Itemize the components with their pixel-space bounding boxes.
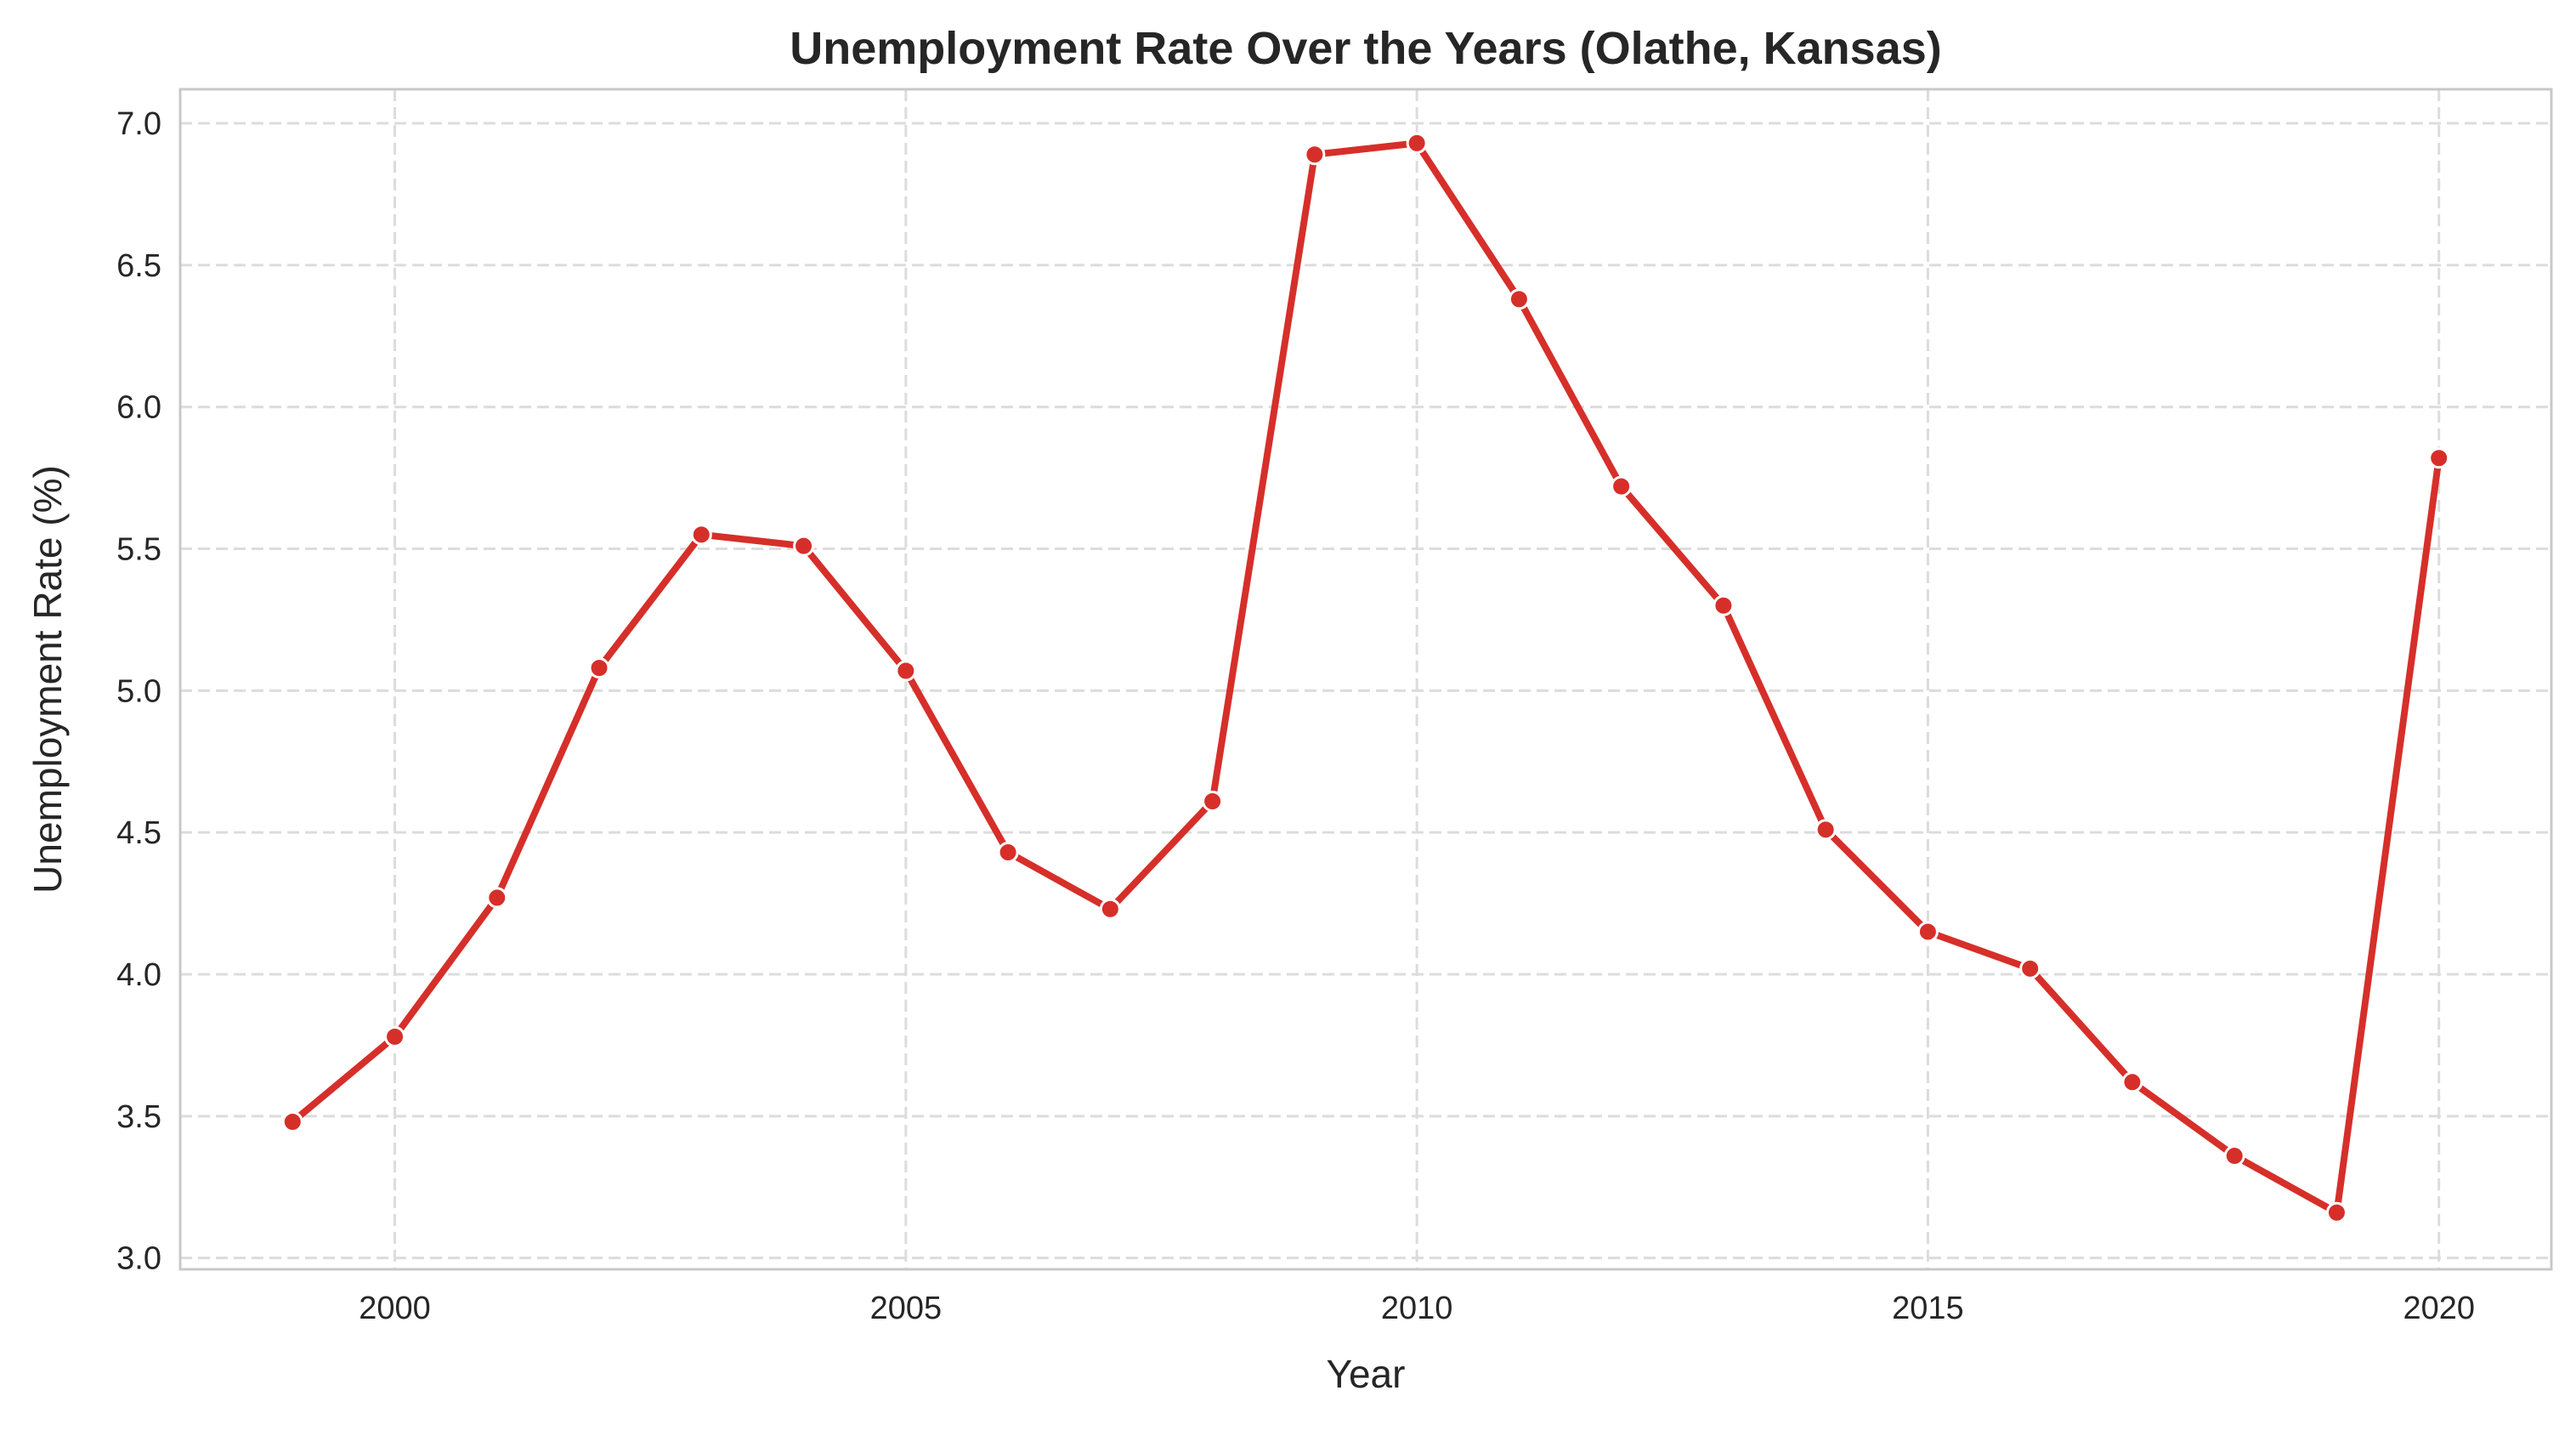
x-tick-label: 2005 bbox=[870, 1291, 943, 1326]
y-axis-ticks: 3.0 3.5 4.0 4.5 5.0 5.5 6.0 6.5 7.0 bbox=[116, 106, 161, 1277]
grid bbox=[180, 89, 2551, 1269]
y-tick-label: 3.5 bbox=[116, 1099, 161, 1135]
data-point bbox=[2223, 1145, 2245, 1167]
x-tick-label: 2010 bbox=[1381, 1291, 1453, 1326]
data-point bbox=[1099, 898, 1121, 920]
data-point bbox=[2428, 447, 2450, 469]
data-points bbox=[281, 132, 2450, 1223]
x-tick-label: 2020 bbox=[2403, 1291, 2475, 1326]
data-point bbox=[2325, 1201, 2347, 1223]
data-point bbox=[2019, 957, 2041, 979]
data-point bbox=[588, 657, 610, 679]
data-point bbox=[1508, 288, 1530, 310]
data-point bbox=[1713, 594, 1735, 616]
data-point bbox=[1202, 790, 1224, 812]
data-point bbox=[281, 1111, 303, 1132]
data-point bbox=[997, 842, 1019, 864]
y-tick-label: 6.0 bbox=[116, 390, 161, 426]
y-tick-label: 4.0 bbox=[116, 957, 161, 993]
data-point bbox=[1406, 132, 1428, 154]
y-tick-label: 4.5 bbox=[116, 815, 161, 851]
y-tick-label: 6.5 bbox=[116, 248, 161, 284]
x-tick-label: 2000 bbox=[359, 1291, 431, 1326]
data-point bbox=[1611, 475, 1633, 497]
y-tick-label: 5.5 bbox=[116, 532, 161, 568]
data-point bbox=[1815, 819, 1837, 841]
data-point bbox=[793, 535, 815, 557]
y-tick-label: 3.0 bbox=[116, 1241, 161, 1277]
data-point bbox=[895, 660, 917, 682]
data-point bbox=[1916, 921, 1939, 943]
x-axis-label: Year bbox=[1327, 1352, 1406, 1396]
unemployment-rate-line bbox=[289, 139, 2443, 1217]
data-point bbox=[384, 1025, 406, 1047]
plot-frame bbox=[178, 88, 2553, 1271]
data-point bbox=[2121, 1071, 2143, 1093]
y-tick-label: 7.0 bbox=[116, 106, 161, 142]
data-point bbox=[486, 887, 508, 909]
data-point bbox=[1304, 144, 1326, 166]
data-point bbox=[690, 524, 712, 546]
x-tick-label: 2015 bbox=[1892, 1291, 1964, 1326]
y-axis-label: Unemployment Rate (%) bbox=[25, 465, 70, 894]
chart-title: Unemployment Rate Over the Years (Olathe… bbox=[790, 23, 1941, 74]
y-tick-label: 5.0 bbox=[116, 673, 161, 709]
x-axis-ticks: 2000 2005 2010 2015 2020 bbox=[359, 1291, 2475, 1326]
